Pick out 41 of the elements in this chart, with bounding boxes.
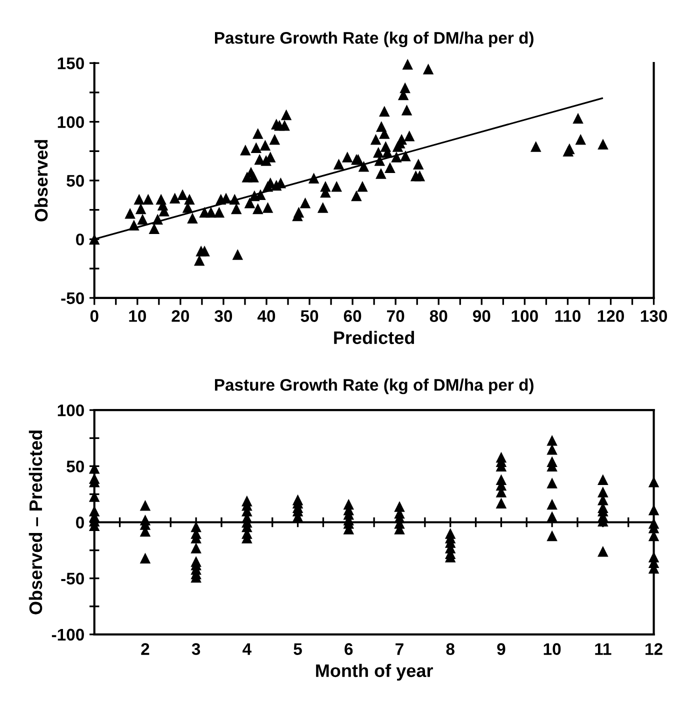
x-tick-label: 10 — [544, 643, 561, 655]
y-tick-label: 50 — [66, 460, 84, 472]
x-tick-label: 70 — [387, 310, 404, 322]
x-tick-label: 60 — [344, 310, 362, 322]
x-axis-title: Month of year — [316, 664, 433, 681]
y-tick-label: 0 — [76, 234, 84, 246]
y-tick-label: 100 — [58, 404, 84, 416]
x-tick-label: 4 — [242, 643, 252, 655]
x-tick-label: 7 — [396, 643, 404, 655]
y-tick-label: 100 — [58, 116, 84, 128]
x-tick-label: 90 — [472, 310, 490, 322]
x-tick-label: 100 — [512, 310, 538, 322]
x-tick-label: 40 — [257, 310, 276, 322]
x-tick-label: 80 — [430, 310, 448, 322]
y-tick-label: 150 — [58, 57, 84, 70]
y-axis-title: Observed – Predicted — [28, 430, 42, 614]
y-tick-label: -100 — [52, 628, 84, 641]
chart-title: Pasture Growth Rate (kg of DM/ha per d) — [214, 32, 534, 48]
x-tick-label: 0 — [90, 310, 98, 322]
x-tick-label: 6 — [344, 643, 353, 655]
x-tick-label: 3 — [192, 643, 200, 656]
x-axis-title: Predicted — [334, 330, 414, 344]
x-tick-label: 2 — [141, 643, 150, 655]
x-tick-label: 9 — [497, 643, 506, 655]
y-tick-label: 0 — [76, 516, 84, 528]
x-tick-label: 110 — [555, 310, 580, 322]
y-tick-label: 50 — [66, 174, 84, 187]
x-tick-label: 130 — [640, 310, 667, 322]
x-tick-label: 50 — [300, 310, 318, 322]
x-tick-label: 20 — [172, 310, 190, 322]
x-tick-label: 5 — [294, 643, 302, 655]
x-tick-label: 11 — [595, 643, 612, 655]
chart-title: Pasture Growth Rate (kg of DM/ha per d) — [214, 378, 534, 394]
y-tick-label: -50 — [61, 292, 84, 304]
y-tick-label: -50 — [61, 572, 84, 585]
x-tick-label: 30 — [214, 310, 232, 322]
y-axis-title: Observed — [34, 140, 48, 222]
x-tick-label: 12 — [646, 643, 662, 655]
x-tick-label: 8 — [446, 643, 454, 655]
x-tick-label: 120 — [598, 310, 624, 322]
x-tick-label: 10 — [129, 310, 146, 322]
